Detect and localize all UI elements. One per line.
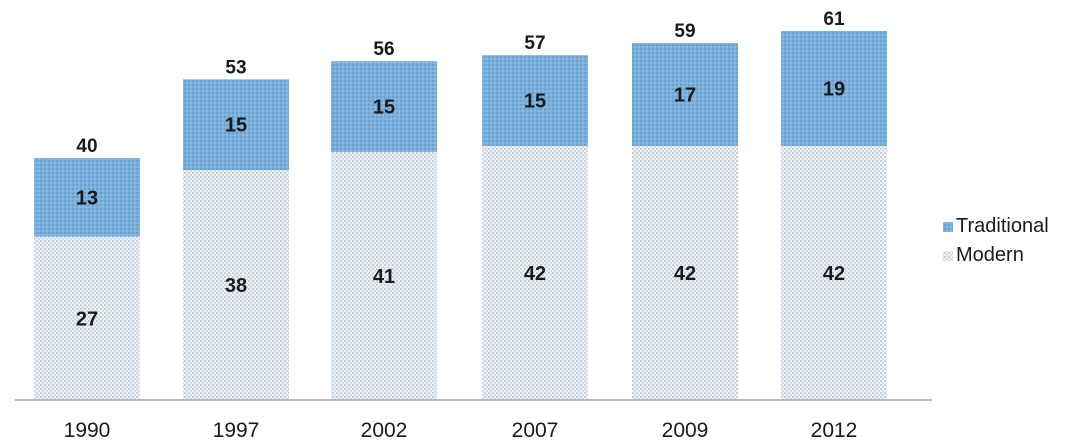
bar-modern-1997: [183, 170, 289, 400]
total-label-1997: 53: [225, 57, 246, 78]
total-label-2012: 61: [823, 9, 845, 30]
labels-group: 27 13 40 38 15 53 41 15 56 42 15 57 42 17 59 42 19 61: [76, 9, 845, 330]
bar-modern-2012: [781, 145, 887, 400]
bar-traditional-1990: [34, 158, 140, 237]
bar-traditional-2009: [632, 43, 738, 146]
bar-modern-2002: [331, 151, 437, 400]
bar-modern-2007: [482, 145, 588, 400]
legend-swatch-traditional: [943, 222, 953, 232]
legend-label-modern: Modern: [956, 244, 1024, 266]
x-tick-label-2009: 2009: [662, 419, 709, 442]
x-tick-label-2002: 2002: [361, 419, 408, 442]
bar-traditional-2002: [331, 61, 437, 152]
data-label-modern-2002: 41: [373, 266, 395, 288]
total-label-2007: 57: [524, 33, 545, 54]
legend: Traditional Modern: [943, 215, 1049, 266]
total-label-2002: 56: [373, 39, 394, 60]
bars-group: [34, 30, 887, 400]
data-label-traditional-1990: 13: [76, 187, 98, 209]
bar-traditional-2012: [781, 30, 887, 146]
bar-traditional-1997: [183, 79, 289, 171]
x-tick-label-2007: 2007: [512, 419, 559, 442]
total-label-2009: 59: [674, 21, 695, 42]
data-label-traditional-2012: 19: [823, 78, 845, 100]
total-label-1990: 40: [76, 136, 97, 157]
data-label-traditional-2002: 15: [373, 97, 395, 119]
x-axis-ticks: 1990 1997 2002 2007 2009 2012: [64, 419, 858, 442]
bar-traditional-2007: [482, 55, 588, 146]
data-label-traditional-2007: 15: [524, 91, 546, 113]
bar-modern-2009: [632, 145, 738, 400]
data-label-modern-2009: 42: [674, 263, 696, 285]
x-tick-label-1990: 1990: [64, 419, 111, 442]
data-label-traditional-1997: 15: [225, 115, 247, 137]
legend-label-traditional: Traditional: [956, 215, 1049, 237]
data-label-modern-1997: 38: [225, 275, 247, 297]
x-tick-label-1997: 1997: [213, 419, 260, 442]
data-label-modern-2007: 42: [524, 263, 546, 285]
data-label-modern-1990: 27: [76, 308, 98, 330]
data-label-modern-2012: 42: [823, 263, 845, 285]
x-tick-label-2012: 2012: [811, 419, 858, 442]
legend-swatch-modern: [943, 251, 953, 261]
bar-modern-1990: [34, 236, 140, 400]
data-label-traditional-2009: 17: [674, 84, 696, 106]
